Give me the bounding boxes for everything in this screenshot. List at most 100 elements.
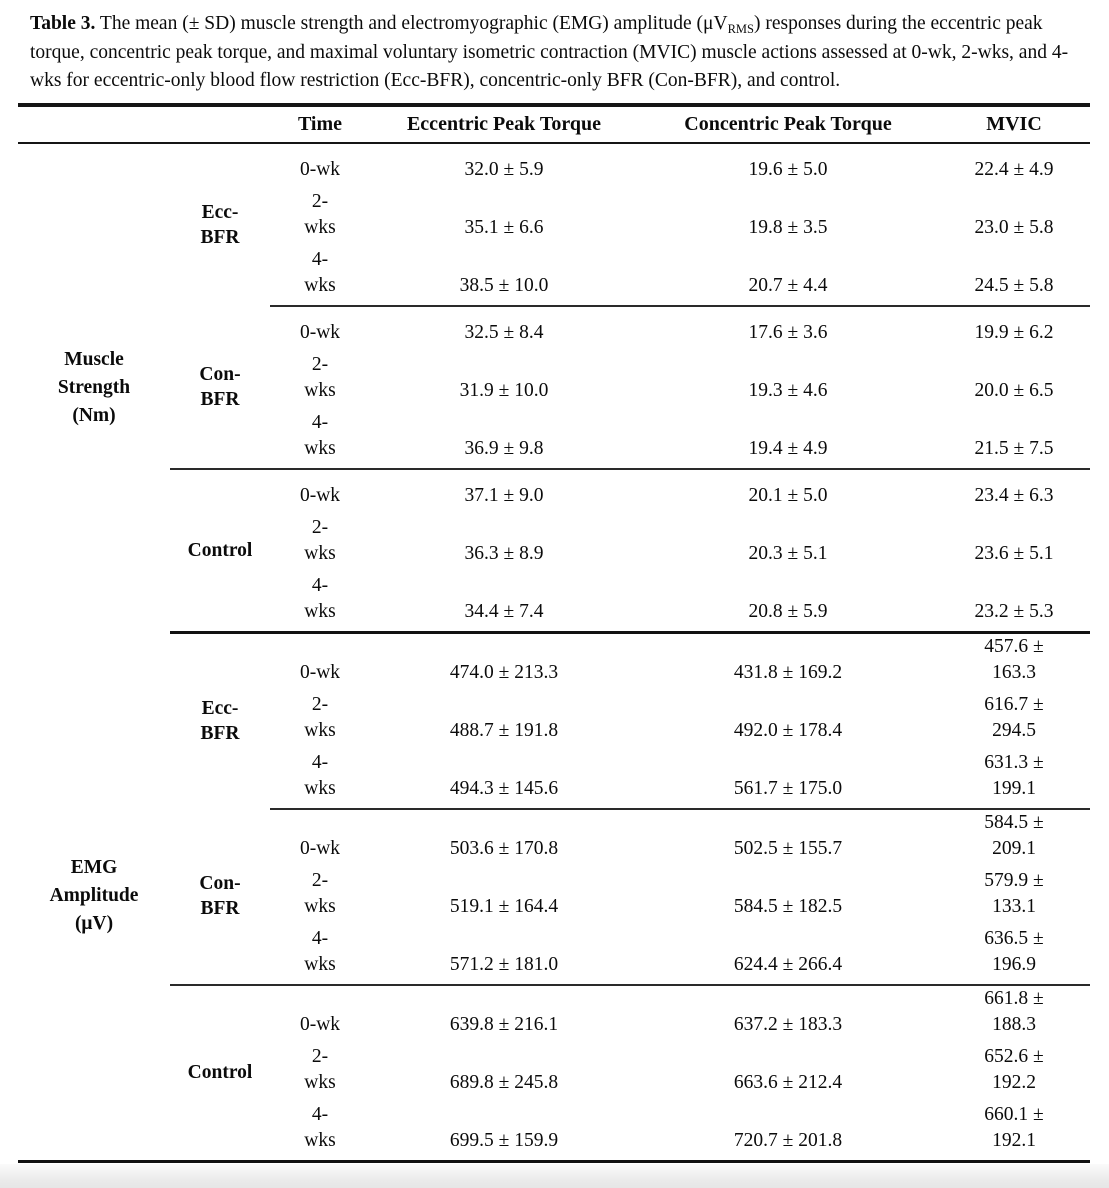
mvic-value-cell: 616.7 ± 294.5 — [984, 693, 1044, 741]
mvic-value-cell: 23.0 ± 5.8 — [974, 216, 1054, 238]
time-cell: 2- wks — [304, 353, 336, 401]
eccentric-value-cell: 32.0 ± 5.9 — [464, 158, 544, 180]
column-header-time: Time — [270, 102, 370, 144]
concentric-value-cell: 19.3 ± 4.6 — [748, 379, 828, 401]
measure-cell: EMG Amplitude (μV) — [18, 632, 170, 1163]
column-header-concentric-peak-torque: Concentric Peak Torque — [638, 102, 938, 144]
eccentric-value-cell: 36.9 ± 9.8 — [370, 409, 638, 470]
table-row: 2- wks 689.8 ± 245.8 663.6 ± 212.4 652.6… — [18, 1044, 1090, 1102]
time-cell: 2- wks — [304, 1045, 336, 1093]
eccentric-value-cell: 34.4 ± 7.4 — [370, 572, 638, 634]
concentric-value-cell: 637.2 ± 183.3 — [733, 1013, 843, 1035]
eccentric-value-cell: 37.1 ± 9.0 — [464, 484, 544, 506]
time-cell: 0-wk — [299, 1013, 341, 1035]
mvic-value-cell: 23.6 ± 5.1 — [974, 542, 1054, 564]
concentric-value-cell: 624.4 ± 266.4 — [638, 925, 938, 986]
concentric-value-cell: 20.1 ± 5.0 — [748, 484, 828, 506]
mvic-value-cell: 652.6 ± 192.2 — [984, 1045, 1044, 1093]
concentric-value-cell: 20.3 ± 5.1 — [748, 542, 828, 564]
eccentric-value-cell: 519.1 ± 164.4 — [449, 895, 559, 917]
mvic-value-cell: 579.9 ± 133.1 — [984, 869, 1044, 917]
table-row: 2- wks 35.1 ± 6.6 19.8 ± 3.5 23.0 ± 5.8 — [18, 189, 1090, 247]
column-header-mvic: MVIC — [938, 102, 1090, 144]
concentric-value-cell: 20.7 ± 4.4 — [638, 246, 938, 307]
table-row: Control 0-wk 639.8 ± 216.1 637.2 ± 183.3… — [18, 984, 1090, 1163]
table-row: 4- wks 38.5 ± 10.0 20.7 ± 4.4 24.5 ± 5.8 — [18, 246, 1090, 307]
group-cell: Con- BFR — [170, 305, 270, 470]
table-caption-label: Table 3. — [30, 13, 96, 34]
concentric-value-cell: 20.8 ± 5.9 — [638, 572, 938, 634]
table-row: Con- BFR 0-wk 503.6 ± 170.8 502.5 ± 155.… — [18, 808, 1090, 986]
measure-cell: Muscle Strength (Nm) — [57, 348, 131, 426]
eccentric-value-cell: 571.2 ± 181.0 — [370, 925, 638, 986]
group-cell: Con- BFR — [170, 808, 270, 986]
time-cell: 2- wks — [304, 869, 336, 917]
table-row: 4- wks 36.9 ± 9.8 19.4 ± 4.9 21.5 ± 7.5 — [18, 409, 1090, 470]
time-cell: 0-wk — [299, 321, 341, 343]
eccentric-value-cell: 38.5 ± 10.0 — [370, 246, 638, 307]
concentric-value-cell: 561.7 ± 175.0 — [638, 749, 938, 810]
concentric-value-cell: 663.6 ± 212.4 — [733, 1071, 843, 1093]
eccentric-value-cell: 474.0 ± 213.3 — [449, 661, 559, 683]
time-cell: 4- wks — [270, 572, 370, 634]
time-cell: 2- wks — [304, 693, 336, 741]
page-bottom-margin — [0, 1163, 1109, 1188]
table-row: 4- wks 571.2 ± 181.0 624.4 ± 266.4 636.5… — [18, 925, 1090, 986]
table-row: 4- wks 34.4 ± 7.4 20.8 ± 5.9 23.2 ± 5.3 — [18, 572, 1090, 634]
concentric-value-cell: 17.6 ± 3.6 — [748, 321, 828, 343]
mvic-value-cell: 660.1 ± 192.1 — [938, 1101, 1090, 1163]
eccentric-value-cell: 494.3 ± 145.6 — [370, 749, 638, 810]
mvic-value-cell: 661.8 ± 188.3 — [984, 987, 1044, 1035]
table-row: Control 0-wk 37.1 ± 9.0 20.1 ± 5.0 23.4 … — [18, 468, 1090, 634]
group-cell: Ecc- BFR — [200, 201, 240, 248]
table-row: Con- BFR 0-wk 32.5 ± 8.4 17.6 ± 3.6 19.9… — [18, 305, 1090, 470]
column-header-eccentric-peak-torque: Eccentric Peak Torque — [370, 102, 638, 144]
concentric-value-cell: 720.7 ± 201.8 — [638, 1101, 938, 1163]
mvic-value-cell: 22.4 ± 4.9 — [974, 158, 1054, 180]
concentric-value-cell: 431.8 ± 169.2 — [733, 661, 843, 683]
header-spacer-group — [170, 102, 270, 144]
mvic-value-cell: 20.0 ± 6.5 — [974, 379, 1054, 401]
table-row: 2- wks 519.1 ± 164.4 584.5 ± 182.5 579.9… — [18, 868, 1090, 926]
concentric-value-cell: 19.8 ± 3.5 — [748, 216, 828, 238]
eccentric-value-cell: 35.1 ± 6.6 — [464, 216, 544, 238]
table-row: Muscle Strength (Nm) Ecc- BFR 0-wk 32.0 … — [18, 143, 1090, 426]
time-cell: 0-wk — [299, 484, 341, 506]
time-cell: 0-wk — [299, 158, 341, 180]
group-cell: Ecc- BFR — [200, 698, 240, 745]
mvic-value-cell: 23.2 ± 5.3 — [938, 572, 1090, 634]
group-cell: Control — [170, 468, 270, 634]
concentric-value-cell: 19.6 ± 5.0 — [748, 158, 828, 180]
time-cell: 4- wks — [270, 1101, 370, 1163]
table-caption-text-1: The mean (± SD) muscle strength and elec… — [95, 13, 728, 34]
time-cell: 4- wks — [270, 409, 370, 470]
concentric-value-cell: 584.5 ± 182.5 — [733, 895, 843, 917]
mvic-value-cell: 457.6 ± 163.3 — [984, 635, 1044, 683]
mvic-value-cell: 21.5 ± 7.5 — [938, 409, 1090, 470]
table-caption: Table 3. The mean (± SD) muscle strength… — [0, 0, 1109, 103]
table-row: 2- wks 31.9 ± 10.0 19.3 ± 4.6 20.0 ± 6.5 — [18, 352, 1090, 410]
eccentric-value-cell: 36.3 ± 8.9 — [464, 542, 544, 564]
concentric-value-cell: 502.5 ± 155.7 — [733, 837, 843, 859]
concentric-value-cell: 19.4 ± 4.9 — [638, 409, 938, 470]
concentric-value-cell: 492.0 ± 178.4 — [733, 719, 843, 741]
mvic-value-cell: 23.4 ± 6.3 — [974, 484, 1054, 506]
eccentric-value-cell: 31.9 ± 10.0 — [459, 379, 549, 401]
mvic-value-cell: 631.3 ± 199.1 — [938, 749, 1090, 810]
eccentric-value-cell: 699.5 ± 159.9 — [370, 1101, 638, 1163]
table-header-row: Time Eccentric Peak Torque Concentric Pe… — [18, 102, 1090, 144]
table-row: EMG Amplitude (μV) Ecc- BFR 0-wk 474.0 ±… — [18, 632, 1090, 1163]
time-cell: 0-wk — [299, 661, 341, 683]
time-cell: 4- wks — [270, 246, 370, 307]
time-cell: 2- wks — [304, 190, 336, 238]
mvic-value-cell: 584.5 ± 209.1 — [984, 811, 1044, 859]
eccentric-value-cell: 488.7 ± 191.8 — [449, 719, 559, 741]
time-cell: 4- wks — [270, 925, 370, 986]
eccentric-value-cell: 689.8 ± 245.8 — [449, 1071, 559, 1093]
mvic-value-cell: 19.9 ± 6.2 — [974, 321, 1054, 343]
header-spacer-measure — [18, 102, 170, 144]
group-cell: Control — [170, 984, 270, 1163]
table-row: 4- wks 494.3 ± 145.6 561.7 ± 175.0 631.3… — [18, 749, 1090, 810]
mvic-value-cell: 636.5 ± 196.9 — [938, 925, 1090, 986]
